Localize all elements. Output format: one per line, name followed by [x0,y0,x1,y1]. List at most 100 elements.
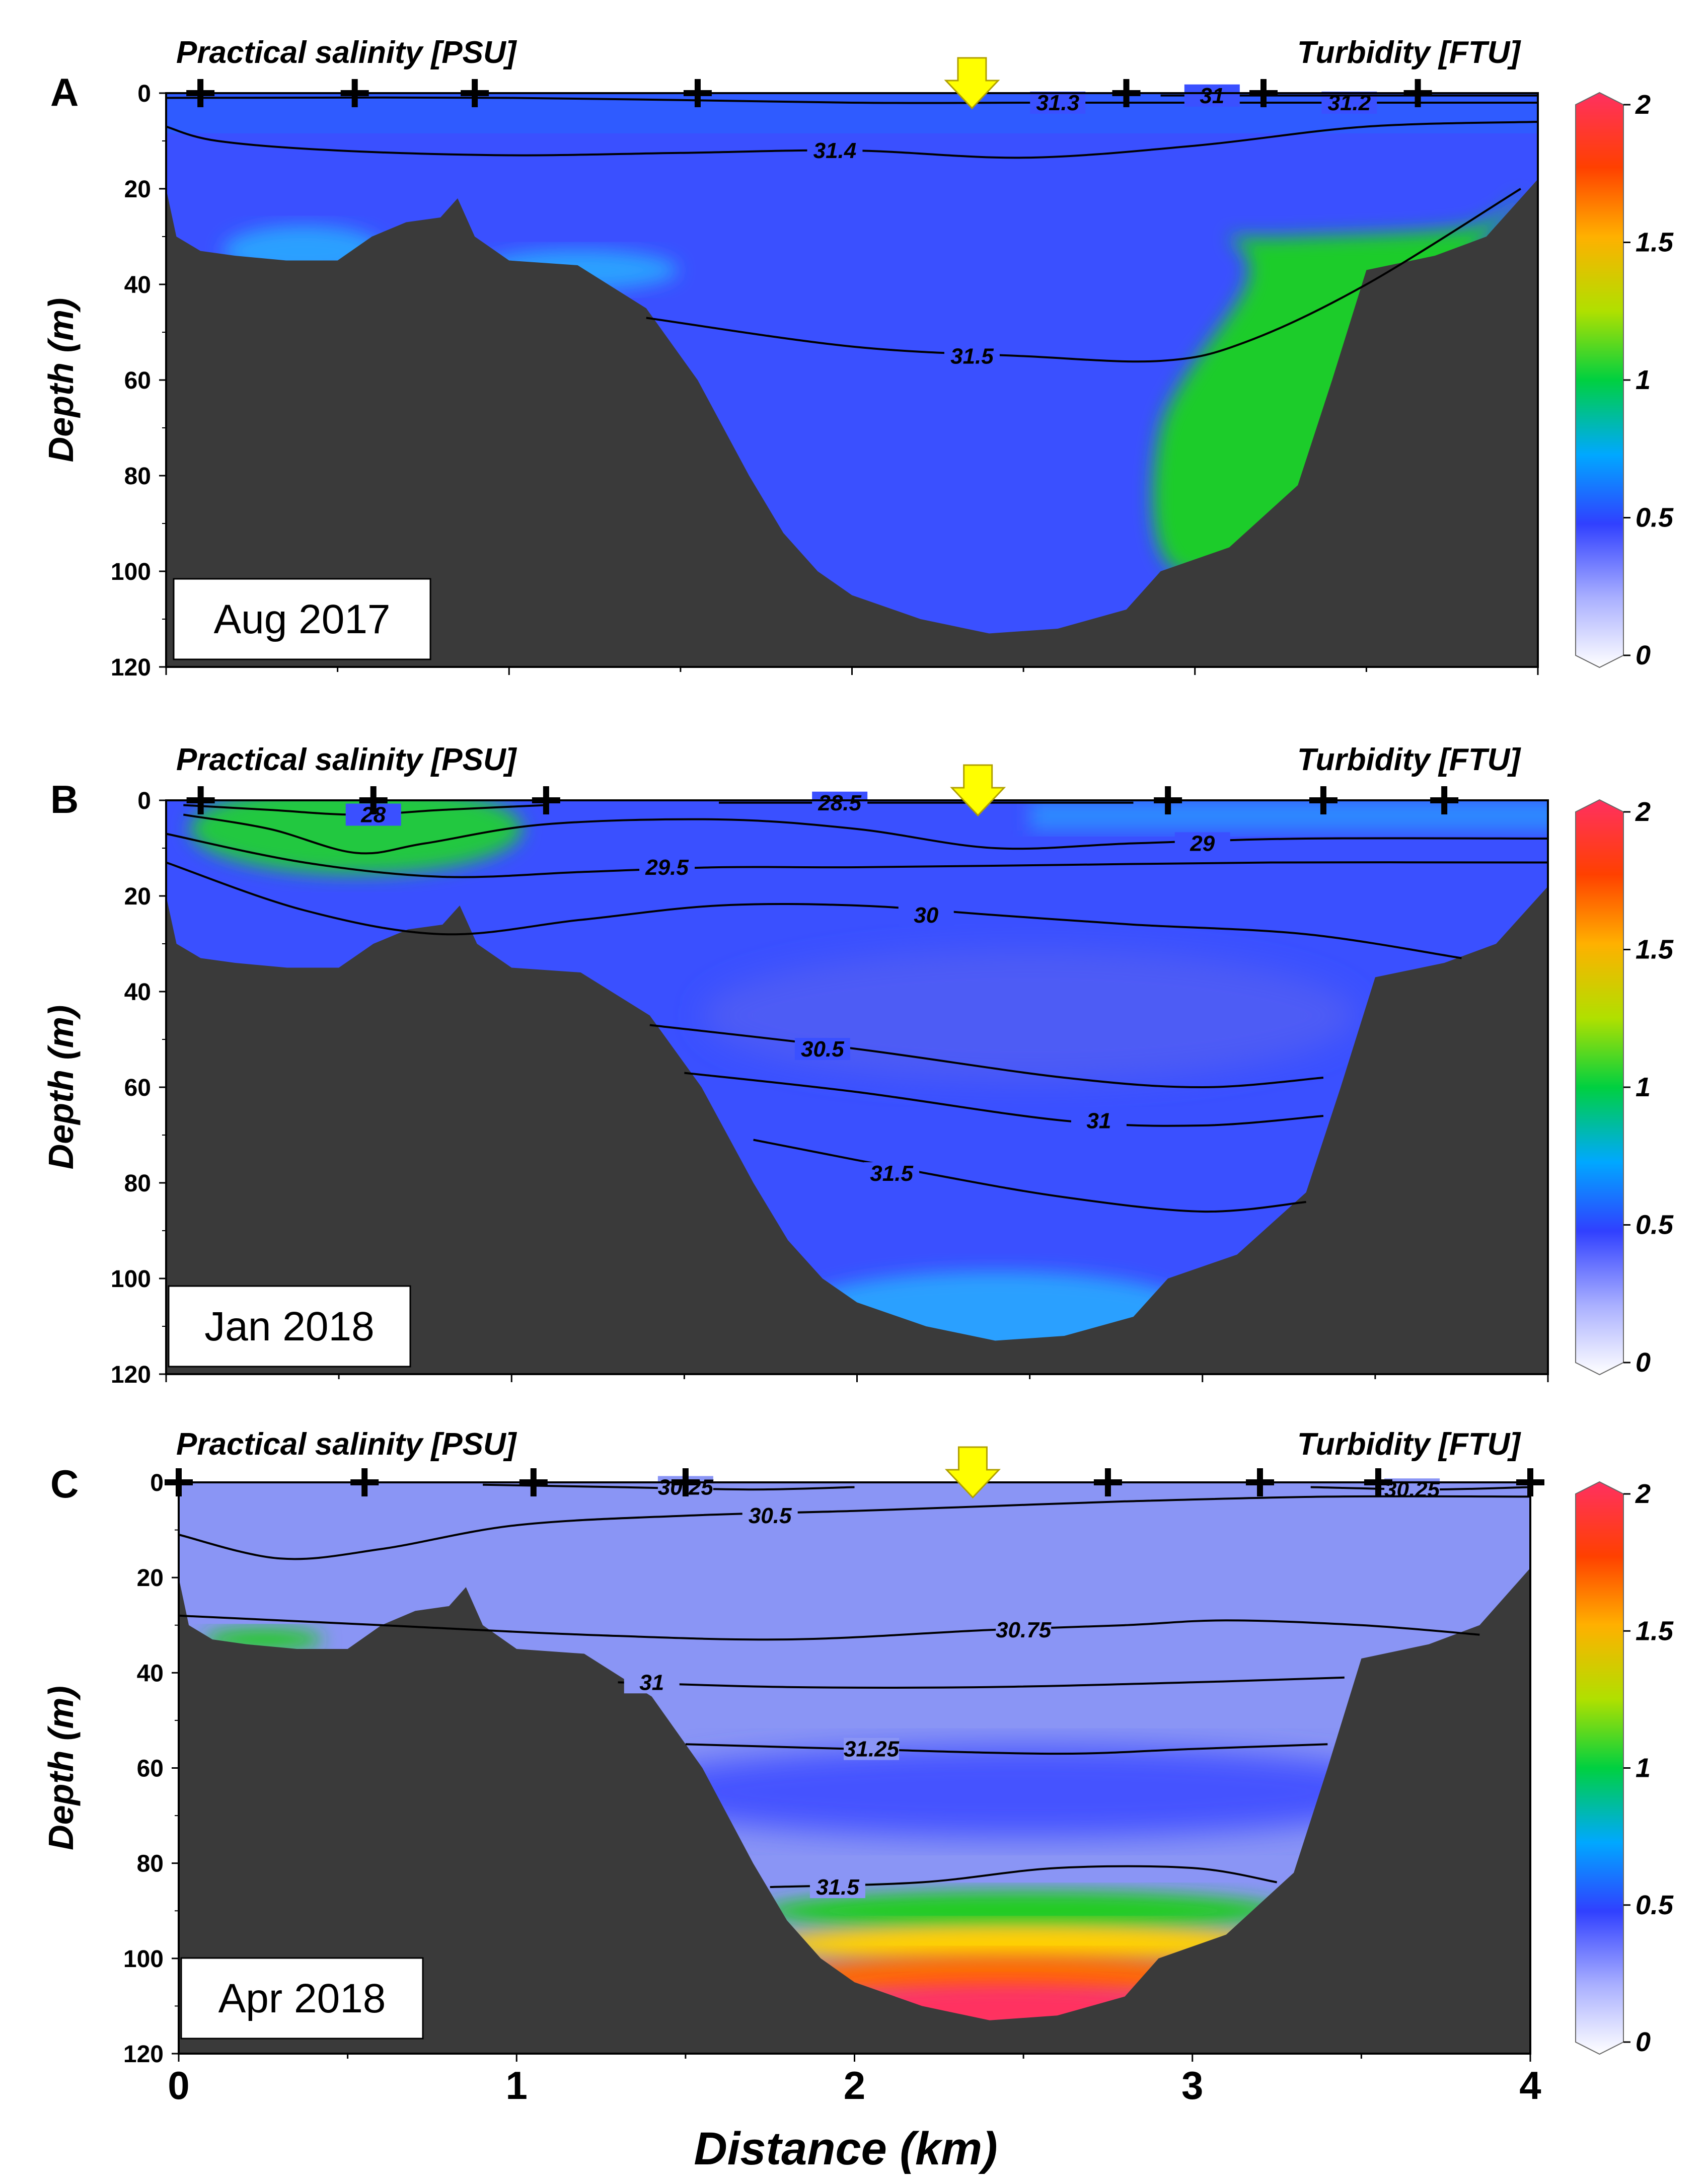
contour-label: 30 [914,903,938,928]
contour-label-bg [1030,92,1086,114]
date-box [180,1957,424,2040]
panel-c: 30.2530.2530.530.753131.2531.5Practical … [41,1427,1674,2068]
colorbar-tick-label: 1 [1636,1753,1651,1783]
station-marker [1364,1468,1392,1496]
colorbar-tick-label: 2 [1635,797,1651,827]
y-axis-label: Depth (m) [41,1005,81,1170]
colorbar-tick-label: 1.5 [1636,1616,1674,1646]
station-marker [1403,79,1432,107]
y-tick-label: 120 [111,1362,151,1388]
contour-label: 31 [1086,1109,1111,1134]
date-label: Aug 2017 [213,596,390,642]
station-marker [186,79,215,107]
y-tick-label: 40 [124,272,151,298]
y-tick-label: 0 [137,81,151,107]
date-box [173,578,431,660]
panel-letter: A [50,70,79,114]
station-marker [1154,786,1182,814]
contour-label: 28.5 [818,791,861,815]
right-title: Turbidity [FTU] [1297,1427,1521,1462]
y-tick-label: 20 [124,883,151,910]
station-marker [186,786,215,814]
salinity-contour [753,1139,1306,1213]
y-tick-label: 100 [123,1946,164,1973]
mid-layer [702,950,1357,1081]
salinity-contour [178,1614,1480,1641]
x-axis-label: Distance (km) [694,2123,997,2174]
panel-a: 31.3 31.2 31 31.4 31.5 Practical salinity [PS… [41,35,1674,681]
contour-label-bg [639,856,695,878]
contour-label-bg [624,1671,680,1694]
contour-label-bg [812,791,868,814]
station-marker [1430,786,1459,814]
y-tick-label: 80 [124,463,151,490]
y-tick-label: 120 [123,2041,164,2068]
panel-letter: C [50,1462,79,1506]
contour-label: 29 [1190,832,1215,856]
contour-label-bg [844,1738,900,1760]
y-axis-label: Depth (m) [41,298,81,463]
y-axis-label: Depth (m) [41,1686,81,1850]
contour-label-bg [944,345,1000,367]
contour-label: 30.5 [801,1037,844,1062]
contour-label: 31.3 [1036,91,1079,115]
contour-label: 31.5 [950,344,994,369]
station-marker [350,1468,379,1496]
station-marker [1309,786,1338,814]
salinity-contour [684,1072,1324,1127]
station-marker [671,1468,700,1496]
contour-label: 31 [1200,84,1224,108]
salinity-contour [166,861,1462,959]
left-title: Practical salinity [PSU] [176,1427,517,1462]
x-tick-label: 1 [506,2063,528,2107]
arrow-marker [944,57,1000,110]
contour-label: 30.25 [1384,1477,1440,1502]
colorbar-tick-label: 1.5 [1636,228,1674,258]
contour-label-bg [742,1504,798,1527]
x-tick-label: 3 [1181,2063,1203,2107]
contour-label-bg [1071,1109,1127,1132]
salinity-contour [618,1676,1345,1689]
salinity-contour [685,1743,1328,1755]
colorbar: 2 1.5 1 0.5 0 [1575,797,1674,1378]
contour-label-bg [898,904,954,926]
y-tick-label: 100 [111,559,151,585]
colorbar-tick-label: 0.5 [1636,1210,1674,1240]
salinity-contour [178,1495,1531,1560]
contour-label: 31.2 [1327,91,1371,115]
contour-label: 29.5 [645,855,689,880]
seabed [166,886,1548,1374]
colorbar-tick-label: 0.5 [1636,503,1674,533]
left-title: Practical salinity [PSU] [176,742,517,777]
colorbar-tick-label: 1 [1636,1072,1651,1102]
colorbar-tick-label: 2 [1635,90,1651,120]
y-tick-label: 40 [124,979,151,1006]
contour-label-bg [1174,832,1230,855]
mid-layer [621,1746,1427,1837]
contour-label: 31.5 [870,1161,913,1186]
seabed [166,179,1538,667]
salinity-contour [166,833,1548,878]
x-tick-label: 0 [168,2063,189,2107]
station-marker [1516,1468,1544,1496]
colorbar-tick-label: 2 [1635,1479,1651,1509]
colorbar: 2 1.5 1 0.5 0 [1575,1479,1674,2057]
date-box [168,1285,411,1368]
colorbar-bar [1575,799,1624,1376]
nepheloid-yellow [772,1924,1276,1965]
colorbar-tick-label: 0 [1636,1347,1651,1378]
contour-label: 30.75 [996,1618,1052,1642]
y-tick-label: 120 [111,654,151,681]
x-tick-label: 2 [844,2063,865,2107]
station-marker [1112,79,1141,107]
y-tick-label: 20 [124,176,151,203]
contour-label: 31.5 [816,1875,859,1900]
arrow-marker [944,1446,1001,1499]
colorbar-tick-label: 1 [1636,365,1651,395]
surface-layer [166,93,1538,133]
contour-label-bg [807,139,863,162]
contour-label: 31.4 [813,138,857,163]
surface-layer [1029,800,1548,831]
contour-label-bg [996,1619,1052,1641]
